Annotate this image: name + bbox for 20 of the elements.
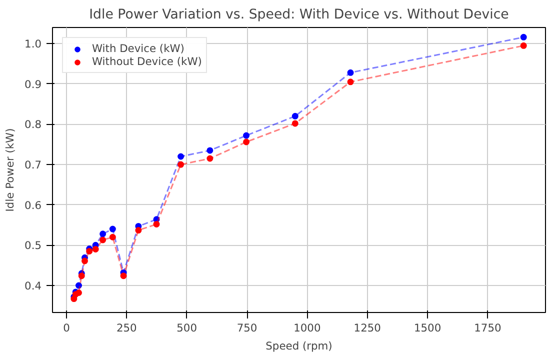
y-tick-label: 0.8	[24, 118, 42, 132]
x-tick-label: 0	[63, 322, 70, 334]
x-tick-label: 1250	[354, 322, 382, 334]
x-tick-label: 1000	[294, 322, 321, 334]
x-tick-label: 750	[236, 322, 258, 334]
y-tick-label: 0.5	[24, 239, 42, 252]
legend-label: With Device (kW)	[92, 42, 184, 55]
chart-title: Idle Power Variation vs. Speed: With Device vs. Without Device	[89, 8, 509, 22]
y-tick-label: 0.4	[24, 279, 42, 292]
x-tick-label: 250	[116, 322, 138, 334]
legend-label: Without Device (kW)	[92, 55, 202, 68]
y-axis-title: Idle Power (kW)	[4, 128, 17, 212]
y-tick-label: 0.9	[24, 78, 42, 91]
y-tick-label: 0.6	[24, 198, 42, 212]
y-tick-label: 1.0	[24, 38, 42, 51]
x-axis-title: Speed (rpm)	[266, 340, 332, 352]
y-tick-label: 0.7	[24, 158, 42, 172]
x-tick-label: 1500	[414, 322, 442, 334]
x-tick-label: 1750	[474, 322, 502, 334]
x-tick-label: 500	[176, 322, 198, 334]
